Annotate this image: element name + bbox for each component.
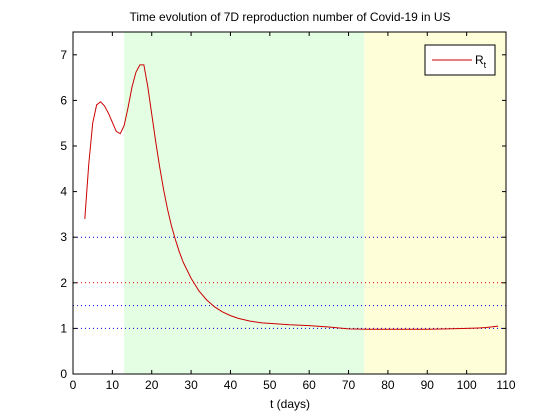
x-axis-ticks: 0 10 20 30 40 50 60 70 80 90 100 110: [70, 32, 516, 392]
y-tick-label: 7: [60, 48, 67, 62]
x-tick-label: 80: [381, 378, 395, 392]
y-tick-label: 2: [60, 276, 67, 290]
background-band-1: [124, 32, 365, 374]
x-tick-label: 10: [106, 378, 120, 392]
x-tick-label: 0: [70, 378, 77, 392]
y-tick-label: 0: [60, 367, 67, 381]
background-bands: [124, 32, 506, 374]
legend: Rt: [424, 44, 496, 76]
x-tick-label: 100: [457, 378, 477, 392]
x-tick-label: 110: [496, 378, 515, 392]
y-tick-label: 6: [60, 93, 67, 107]
x-tick-label: 40: [224, 378, 238, 392]
x-tick-label: 20: [145, 378, 159, 392]
y-tick-label: 1: [60, 321, 67, 335]
y-tick-label: 3: [60, 230, 67, 244]
y-tick-label: 4: [60, 185, 67, 199]
series-group: [84, 64, 499, 330]
y-axis-ticks: 0 1 2 3 4 5 6 7: [60, 48, 506, 381]
background-band-2: [364, 32, 506, 374]
x-tick-label: 90: [421, 378, 435, 392]
x-tick-label: 60: [303, 378, 317, 392]
plot-frame: [72, 31, 507, 375]
series-line-rt: [84, 64, 499, 330]
legend-label: Rt: [475, 53, 487, 70]
x-tick-label: 30: [184, 378, 198, 392]
legend-label-subscript: t: [484, 60, 487, 70]
reference-lines: [73, 236, 506, 329]
chart-title: Time evolution of 7D reproduction number…: [129, 10, 450, 24]
x-tick-label: 50: [263, 378, 277, 392]
x-tick-label: 70: [342, 378, 356, 392]
legend-label-main: R: [475, 53, 484, 67]
x-axis-label: t (days): [270, 397, 310, 411]
y-tick-label: 5: [60, 139, 67, 153]
